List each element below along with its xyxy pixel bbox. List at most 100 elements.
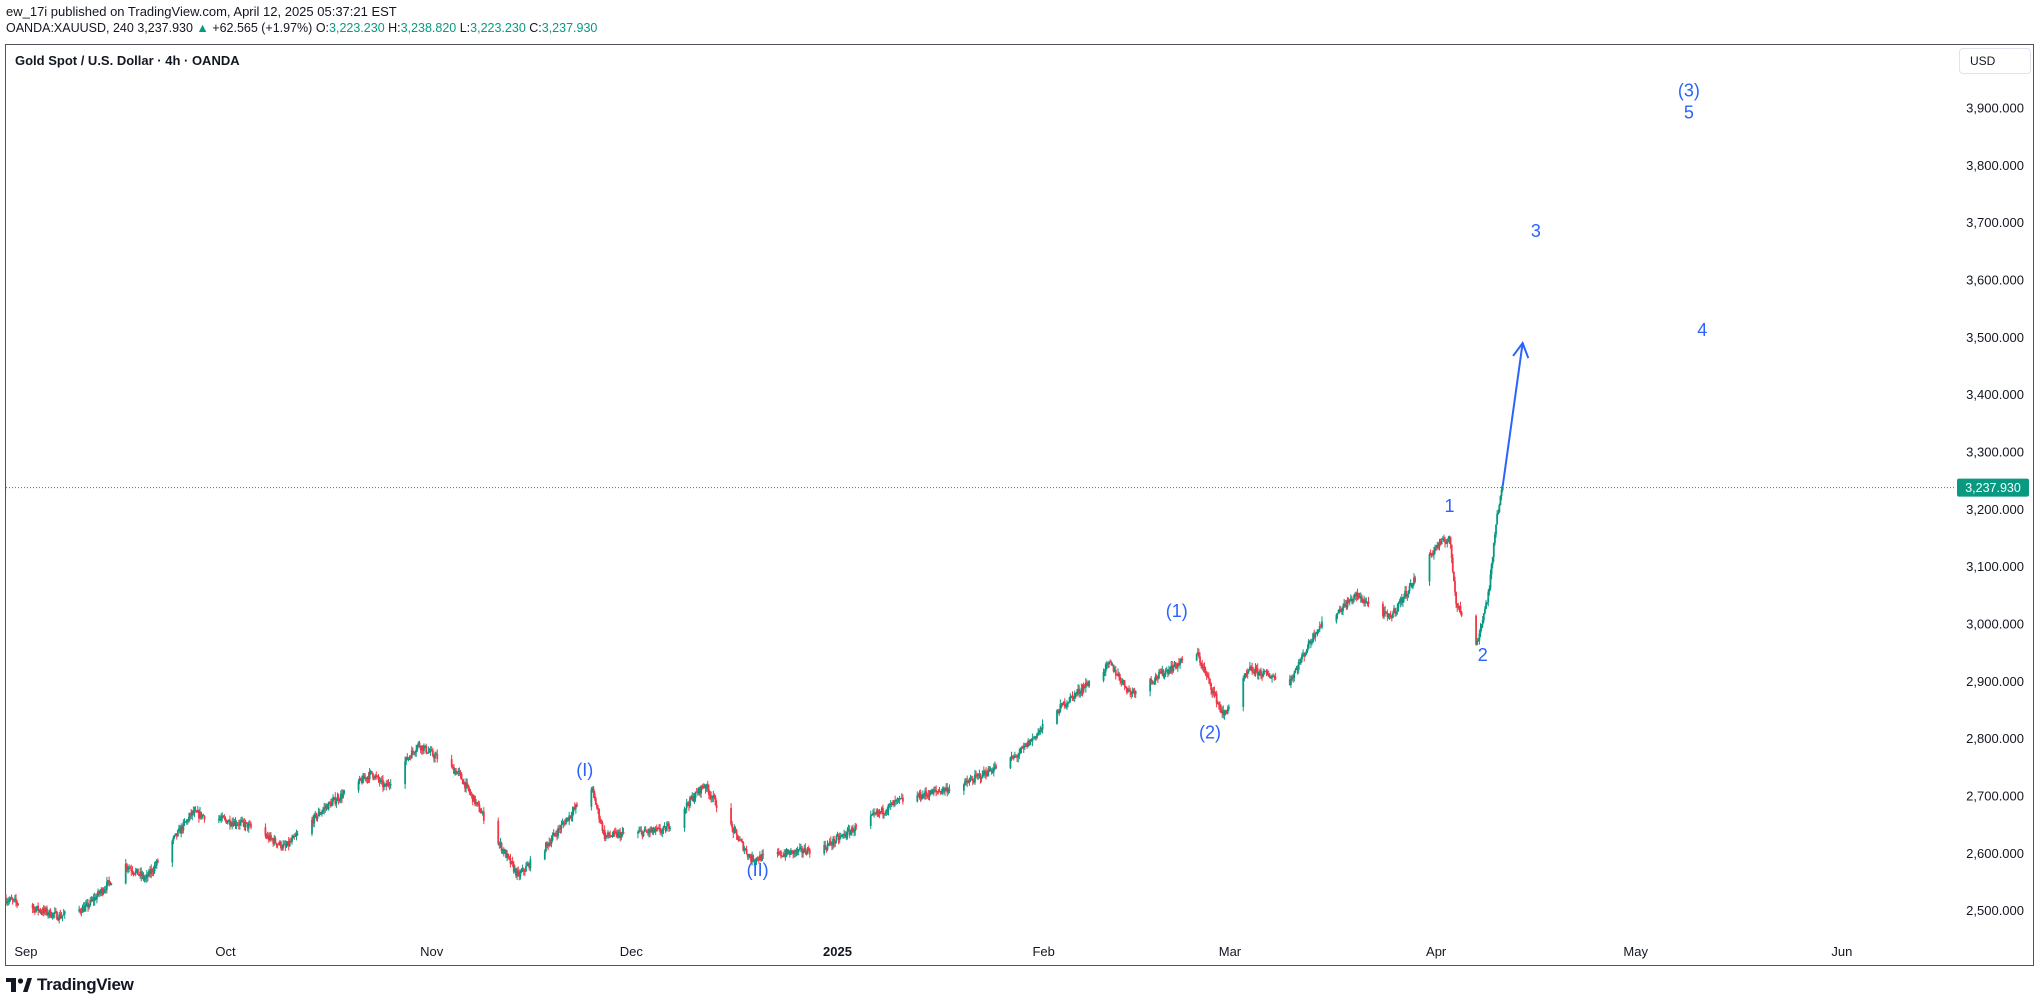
candle-892 [1393,604,1395,614]
candle-426 [663,822,666,828]
candle-566 [885,808,888,817]
tradingview-footer[interactable]: TradingView [6,973,134,997]
candle-251 [389,779,392,789]
candle-587 [921,790,924,799]
candle-64 [102,887,105,896]
candle-520 [807,845,810,852]
candle-411 [647,828,649,836]
candle-277 [431,748,434,758]
candle-283 [451,764,454,770]
candle-799 [1250,665,1252,672]
candle-704 [1104,662,1107,677]
candle-390 [610,834,613,838]
candle-667 [1037,728,1040,736]
candle-161 [250,821,252,830]
candle-293 [462,778,465,786]
candle-103 [172,835,175,845]
candle-470 [739,836,741,841]
candle-874 [1359,592,1362,603]
candle-372 [590,786,593,811]
candle-215 [336,792,339,802]
candle-934 [1452,571,1455,582]
price-change: +62.565 (+1.97%) [212,21,313,35]
candle-401 [622,827,625,835]
candle-833 [1301,652,1303,663]
candle-36 [58,911,61,924]
candle-458 [712,790,715,803]
candle-917 [1434,544,1436,555]
candle-5 [10,894,13,900]
candle-660 [1029,738,1032,746]
candle-680 [1064,704,1067,709]
candle-626 [978,769,981,779]
time-axis: Sep Oct Nov Dec 2025 Feb Mar Apr May Jun [14,944,1852,959]
candle-882 [1382,601,1384,619]
candle-299 [469,789,472,796]
candle-282 [450,754,453,769]
candle-652 [1020,746,1023,754]
candle-169 [272,837,275,847]
candle-805 [1256,663,1259,680]
candle-355 [558,824,561,833]
candle-813 [1265,669,1268,677]
candle-126 [198,809,200,823]
candle-415 [651,827,654,835]
candle-875 [1360,594,1363,603]
candle-114 [184,821,187,823]
candle-3 [8,896,11,905]
candle-749 [1168,665,1170,676]
candle-780 [1215,690,1218,708]
candle-216 [337,793,340,805]
candle-451 [704,784,707,794]
candle-199 [318,808,321,817]
candle-397 [618,829,620,838]
candle-362 [566,817,568,823]
candle-559 [877,809,880,817]
candle-872 [1357,592,1360,600]
candle-879 [1365,597,1368,604]
candle-471 [740,838,742,842]
candle-889 [1389,610,1392,619]
candle-56 [93,892,96,906]
candle-883 [1383,606,1385,620]
candle-940 [1459,601,1462,615]
candle-404 [639,826,642,832]
candle-847 [1316,629,1319,637]
candle-25 [46,905,48,917]
candle-616 [967,779,970,784]
candle-323 [509,853,512,868]
candle-324 [510,860,513,865]
candle-542 [845,831,848,841]
candle-902 [1404,585,1407,600]
candle-149 [236,822,239,827]
x-tick-label: May [1623,944,1648,959]
candle-316 [501,848,504,855]
candle-392 [612,830,615,838]
candle-16 [36,905,38,911]
candle-347 [549,838,552,847]
candle-188 [293,833,296,840]
candle-541 [844,831,847,839]
chart-frame[interactable] [5,44,2034,966]
candle-924 [1441,536,1444,540]
candle-681 [1066,700,1068,710]
candle-759 [1179,658,1181,669]
x-tick-label: Oct [215,944,236,959]
currency-select[interactable]: USD [1959,48,2031,74]
candle-720 [1122,679,1125,686]
candle-413 [649,826,652,837]
candle-349 [551,832,554,842]
candle-614 [965,777,967,786]
candle-629 [981,770,984,778]
candle-760 [1180,657,1183,664]
candle-489 [760,854,762,862]
candle-88 [142,872,145,882]
candle-557 [875,808,878,816]
candle-213 [334,792,337,807]
candle-2 [7,897,10,906]
candle-836 [1304,652,1307,657]
candle-756 [1175,663,1178,670]
candle-139 [225,819,228,824]
candle-914 [1430,552,1433,558]
